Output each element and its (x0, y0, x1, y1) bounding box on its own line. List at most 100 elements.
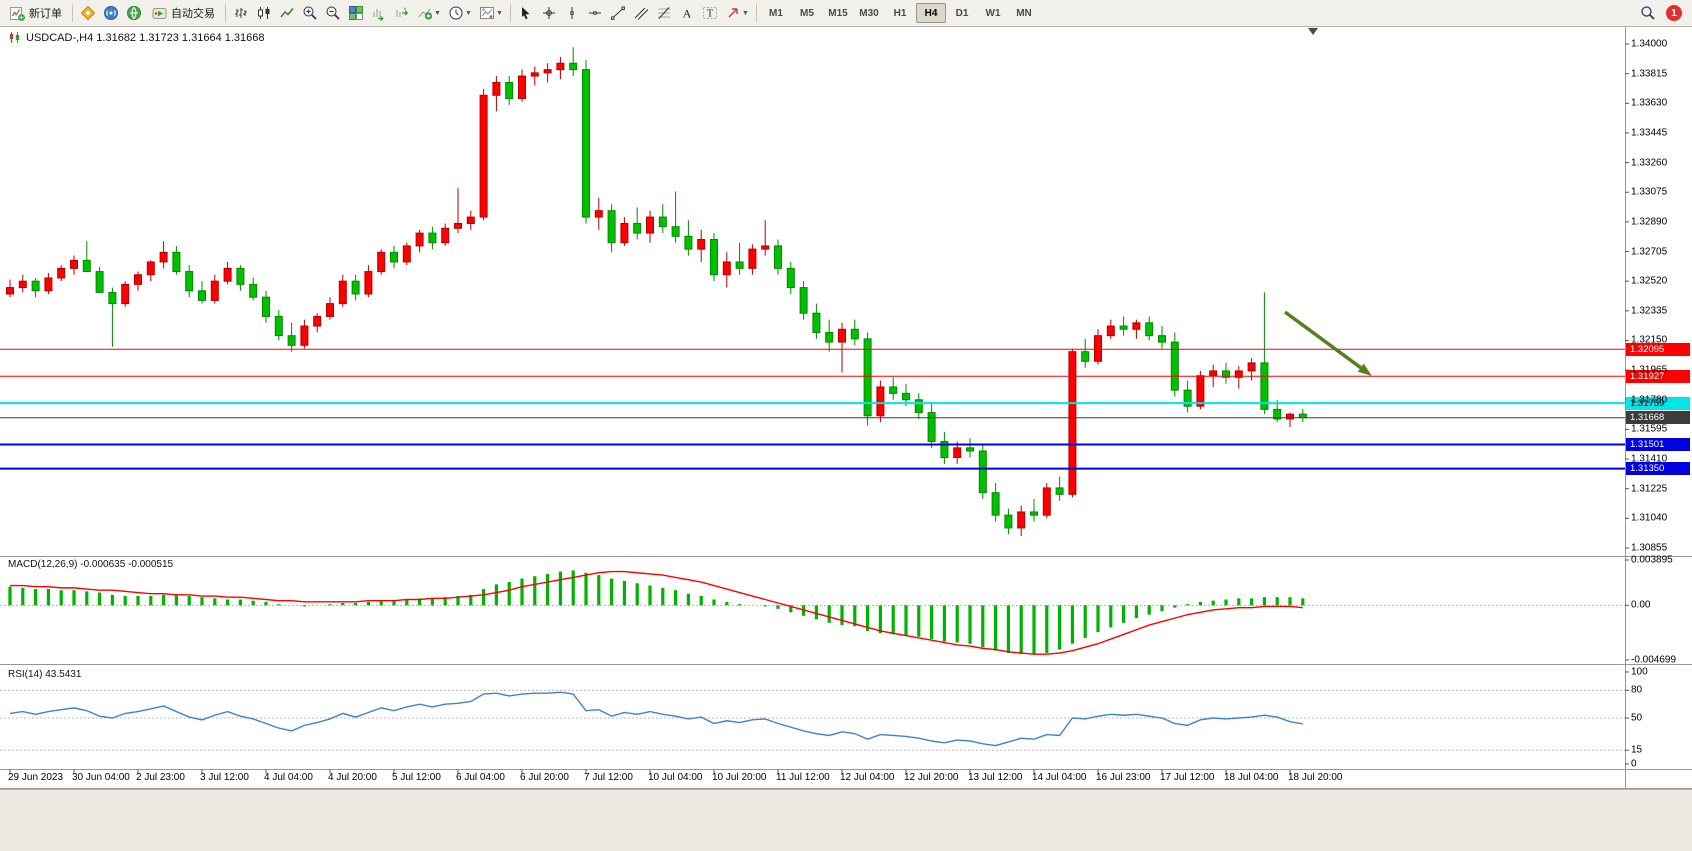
toolbar-separator (72, 4, 73, 22)
candle-body (838, 328, 846, 343)
candle-body (710, 239, 718, 276)
zoom-out-button[interactable] (322, 3, 344, 23)
cursor-button[interactable] (515, 3, 537, 23)
candle-body (927, 412, 936, 442)
candle-body (658, 216, 667, 228)
timeframe-button-h1[interactable]: H1 (893, 7, 907, 19)
candle-body (364, 271, 373, 295)
candle-body (1247, 362, 1256, 372)
candle-body (889, 386, 898, 394)
arrows-button[interactable]: ▼ (722, 3, 752, 23)
timeframe-button-m5[interactable]: M5 (800, 7, 814, 19)
crosshair-button[interactable] (538, 3, 560, 23)
timeframe-button-d1[interactable]: D1 (955, 7, 969, 19)
horizontal-line-button[interactable] (584, 3, 606, 23)
candle-body (492, 81, 501, 96)
toolbar-separator (756, 4, 757, 22)
vps-button[interactable] (123, 3, 145, 23)
candle-body (914, 399, 923, 414)
candle-body (876, 386, 885, 417)
candle-body (1209, 370, 1218, 377)
new-order-button[interactable]: 新订单 (4, 3, 68, 23)
candle-body (6, 287, 14, 295)
line-chart-icon (280, 8, 294, 18)
candle-body (735, 261, 744, 269)
candle-body (684, 235, 693, 250)
toolbar-right-group: 1 (1637, 3, 1688, 23)
candle-body (1170, 341, 1179, 391)
fibonacci-icon (658, 7, 670, 19)
candle-body (850, 328, 859, 340)
crosshair-icon (543, 7, 555, 19)
candle-body (236, 267, 245, 285)
autotrading-label: 自动交易 (171, 8, 215, 20)
bar-chart-button[interactable] (230, 3, 252, 23)
candle-body (518, 75, 526, 99)
chart-shift-button[interactable] (391, 3, 413, 23)
candle-body (556, 62, 565, 71)
channel-icon (634, 7, 649, 20)
chevron-down-icon: ▼ (742, 9, 749, 17)
candle-body (1106, 325, 1115, 337)
vertical-line-button[interactable] (561, 3, 583, 23)
macd-pane (0, 570, 1625, 655)
search-icon (1641, 6, 1655, 20)
trend-arrow-head (1357, 363, 1372, 376)
candle-body (812, 312, 821, 333)
candle-body (799, 287, 808, 314)
candle-body (722, 261, 731, 276)
zoom-in-button[interactable] (299, 3, 321, 23)
timeframe-button-m1[interactable]: M1 (769, 7, 783, 19)
indicators-button[interactable]: ▼ (414, 3, 444, 23)
autotrading-button[interactable]: 自动交易 (146, 3, 221, 23)
text-icon: A (683, 7, 692, 21)
market-button[interactable] (77, 3, 99, 23)
tile-windows-button[interactable] (345, 3, 367, 23)
candle-body (479, 94, 488, 218)
arrow-annotation[interactable] (1283, 310, 1372, 376)
candle-body (594, 210, 603, 218)
candle-body (940, 440, 949, 458)
candlestick-chart-button[interactable] (253, 3, 275, 23)
text-label-button[interactable]: T (699, 3, 721, 23)
timeframe-button-m15[interactable]: M15 (828, 7, 848, 19)
signals-button[interactable] (100, 3, 122, 23)
candle-body (134, 274, 142, 285)
candle-body (300, 325, 309, 346)
timeframe-button-m30[interactable]: M30 (859, 7, 879, 19)
auto-scroll-button[interactable] (368, 3, 390, 23)
clock-icon (449, 6, 463, 20)
candle-body (223, 267, 232, 282)
notification-badge[interactable]: 1 (1666, 5, 1682, 21)
bar-chart-icon (235, 8, 247, 18)
search-button[interactable] (1637, 3, 1659, 23)
candle-body (748, 248, 757, 269)
timeframe-button-h4[interactable]: H4 (916, 3, 946, 23)
candles-layer (6, 47, 1307, 536)
timeframe-button-mn[interactable]: MN (1016, 7, 1032, 19)
candle-body (82, 259, 91, 273)
macd-signal-line (10, 570, 1303, 655)
chevron-down-icon: ▼ (465, 9, 472, 17)
new-order-icon (10, 6, 25, 21)
chart-shift-marker-icon[interactable] (1308, 28, 1318, 35)
fibonacci-button[interactable] (653, 3, 675, 23)
candle-body (774, 245, 782, 269)
candle-body (863, 338, 872, 417)
candle-body (569, 62, 578, 71)
indicators-icon (418, 8, 433, 20)
zoom-in-icon (303, 6, 317, 20)
line-chart-button[interactable] (276, 3, 298, 23)
candle-body (530, 72, 539, 77)
level-lines-layer[interactable] (0, 348, 1625, 470)
periods-button[interactable]: ▼ (445, 3, 475, 23)
candle-body (543, 69, 552, 74)
channel-button[interactable] (630, 3, 652, 23)
candle-body (1183, 389, 1192, 407)
candle-body (1068, 351, 1077, 495)
timeframe-button-w1[interactable]: W1 (985, 7, 1001, 19)
trendline-button[interactable] (607, 3, 629, 23)
templates-button[interactable]: ▼ (476, 3, 506, 23)
text-button[interactable]: A (676, 3, 698, 23)
